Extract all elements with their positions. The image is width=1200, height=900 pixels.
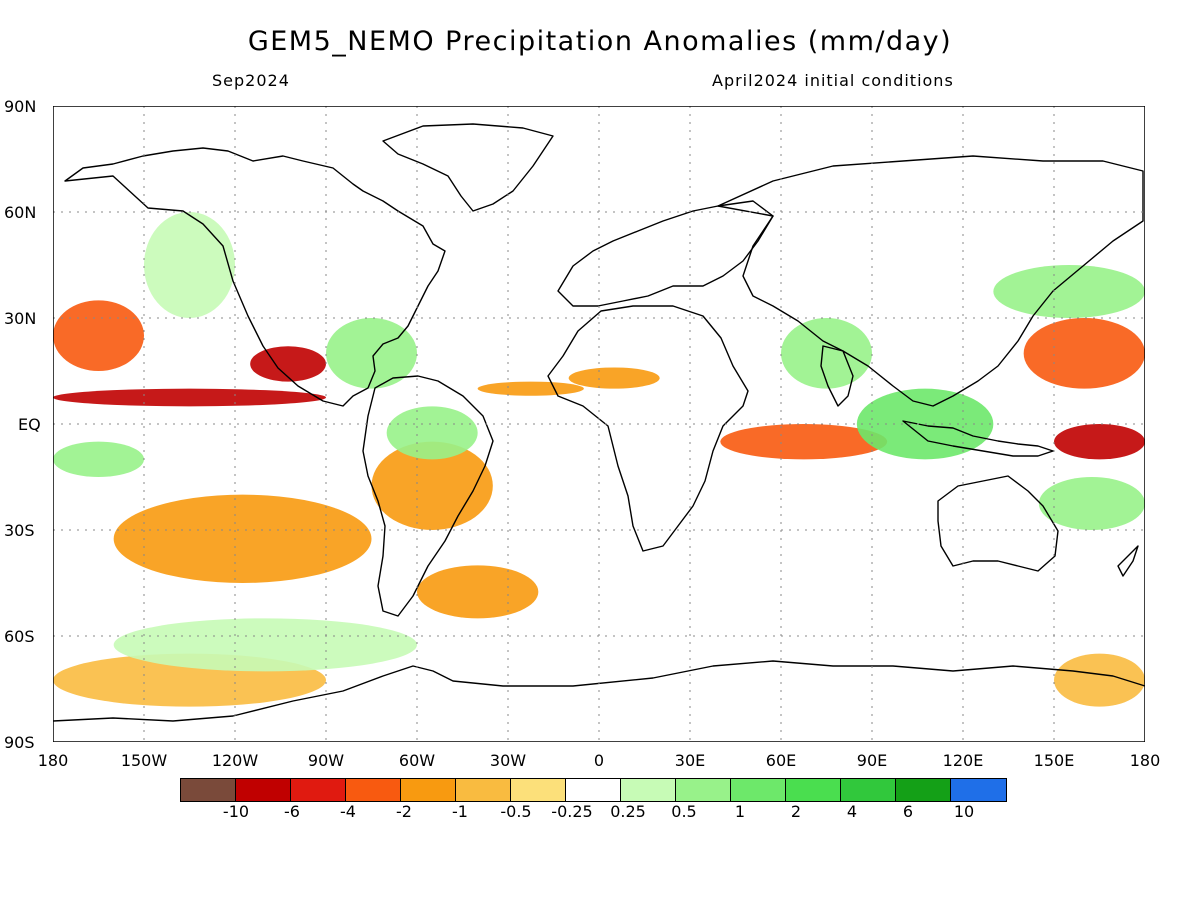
anomaly-region-12 — [1054, 653, 1145, 707]
indonesia-coast — [902, 420, 1054, 457]
colorbar-label-3: -2 — [396, 802, 412, 821]
lon-label-120e: 120E — [942, 751, 984, 770]
lat-lon-grid — [53, 106, 1145, 742]
lon-label-120w: 120W — [211, 751, 259, 770]
colorbar-label-9: 1 — [734, 802, 746, 821]
colorbar-label-0: -10 — [222, 802, 250, 821]
colorbar-label-13: 10 — [953, 802, 975, 821]
lat-label-30s: 30S — [4, 521, 35, 540]
precipitation-anomaly-map — [53, 106, 1145, 742]
colorbar-label-1: -6 — [284, 802, 300, 821]
anomaly-region-17 — [993, 265, 1145, 318]
colorbar-swatch-3 — [346, 779, 401, 801]
anomaly-region-2 — [53, 300, 144, 371]
anomaly-region-7 — [477, 381, 584, 396]
anomaly-region-8 — [113, 494, 372, 583]
colorbar-swatch-1 — [236, 779, 291, 801]
colorbar-label-2: -4 — [340, 802, 356, 821]
lon-label-60e: 60E — [765, 751, 797, 770]
lat-label-30n: 30N — [4, 309, 37, 328]
colorbar-swatch-2 — [291, 779, 346, 801]
colorbar-swatch-5 — [456, 779, 511, 801]
lon-label-180w: 180 — [37, 751, 69, 770]
map-title: GEM5_NEMO Precipitation Anomalies (mm/da… — [247, 26, 953, 57]
anomaly-region-20 — [113, 618, 417, 672]
india-coast — [820, 345, 854, 407]
colorbar-swatch-11 — [786, 779, 841, 801]
anomaly-region-0 — [53, 388, 326, 407]
anomaly-region-18 — [1038, 477, 1145, 530]
lat-label-90n: 90N — [4, 97, 37, 116]
lon-label-60w: 60W — [398, 751, 436, 770]
anomaly-region-6 — [568, 367, 660, 389]
colorbar-swatch-12 — [841, 779, 896, 801]
colorbar-label-4: -1 — [452, 802, 468, 821]
colorbar-swatch-13 — [896, 779, 951, 801]
colorbar-label-10: 2 — [790, 802, 802, 821]
colorbar-label-7: 0.25 — [610, 802, 646, 821]
lon-label-180e: 180 — [1129, 751, 1161, 770]
greenland-coast — [382, 123, 554, 212]
lat-label-eq: EQ — [18, 415, 41, 434]
coastlines — [53, 123, 1145, 722]
lon-label-0: 0 — [593, 751, 605, 770]
initial-conditions: April2024 initial conditions — [712, 71, 954, 90]
north-america-coast — [64, 147, 446, 407]
colorbar-swatch-7 — [566, 779, 621, 801]
colorbar-swatch-4 — [401, 779, 456, 801]
anomaly-region-16 — [781, 318, 872, 389]
anomaly-region-5 — [720, 424, 888, 460]
lat-label-60s: 60S — [4, 627, 35, 646]
lon-label-90w: 90W — [307, 751, 345, 770]
anomaly-region-4 — [1023, 318, 1145, 389]
colorbar-label-11: 4 — [846, 802, 858, 821]
lon-label-30e: 30E — [674, 751, 706, 770]
lat-label-60n: 60N — [4, 203, 37, 222]
anomaly-region-10 — [417, 565, 539, 619]
colorbar-swatch-8 — [621, 779, 676, 801]
colorbar-swatch-0 — [181, 779, 236, 801]
lon-label-30w: 30W — [489, 751, 527, 770]
colorbar-label-6: -0.25 — [551, 802, 593, 821]
forecast-month: Sep2024 — [212, 71, 290, 90]
colorbar-swatch-14 — [951, 779, 1006, 801]
anomaly-region-21 — [144, 212, 235, 318]
asia-coast — [717, 155, 1144, 407]
antarctica-coast — [53, 660, 1145, 722]
colorbar-label-8: 0.5 — [671, 802, 697, 821]
africa-coast — [547, 305, 749, 552]
colorbar-label-12: 6 — [902, 802, 914, 821]
colorbar-swatch-10 — [731, 779, 786, 801]
new-zealand-coast — [1117, 545, 1139, 577]
colorbar-swatch-6 — [511, 779, 566, 801]
colorbar-label-5: -0.5 — [500, 802, 532, 821]
anomaly-region-14 — [326, 318, 417, 389]
lon-label-150w: 150W — [120, 751, 168, 770]
colorbar-swatch-9 — [676, 779, 731, 801]
anomaly-region-15 — [386, 406, 478, 460]
colorbar — [180, 778, 1007, 802]
lon-label-150e: 150E — [1033, 751, 1075, 770]
lon-label-90e: 90E — [856, 751, 888, 770]
australia-coast — [937, 475, 1059, 572]
anomaly-region-19 — [53, 441, 144, 478]
anomaly-region-3 — [1054, 424, 1145, 460]
south-america-coast — [362, 375, 494, 617]
lat-label-90s: 90S — [4, 733, 35, 752]
